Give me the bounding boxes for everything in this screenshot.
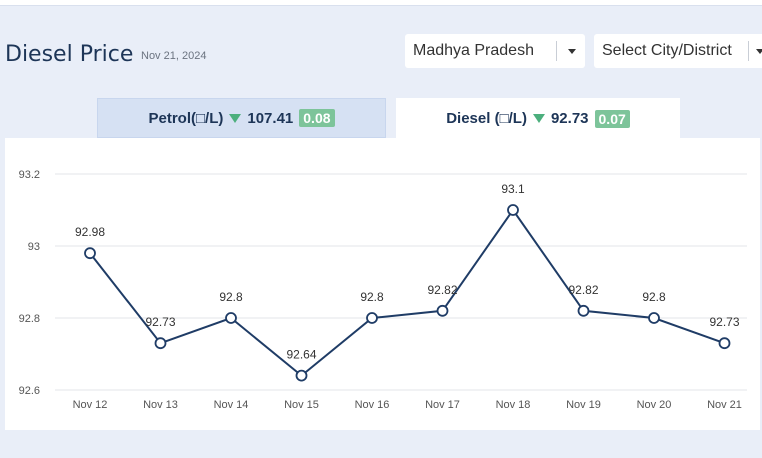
page-title: Diesel Price bbox=[5, 42, 134, 67]
diesel-price-line bbox=[89, 208, 725, 377]
price-down-icon bbox=[532, 114, 545, 123]
price-line-chart: 92.6 92.8 93 93.2 Nov 12 Nov 13 Nov 14 Nov 15 No… bbox=[19, 169, 747, 411]
top-strip bbox=[0, 0, 762, 6]
state-select-value: Madhya Pradesh bbox=[413, 42, 534, 59]
state-select-separator bbox=[556, 41, 557, 61]
page-date: Nov 21, 2024 bbox=[141, 50, 207, 62]
tab-diesel-label: Diesel (□/L) bbox=[446, 110, 527, 127]
city-select[interactable]: Select City/District bbox=[594, 34, 762, 68]
chevron-down-icon[interactable] bbox=[756, 49, 762, 54]
city-select-value: Select City/District bbox=[602, 42, 732, 59]
price-down-icon bbox=[229, 113, 242, 123]
tab-petrol-change: 0.08 bbox=[299, 109, 335, 127]
x-tick-label: Nov 16 bbox=[355, 399, 390, 411]
x-tick-label: Nov 21 bbox=[707, 399, 742, 411]
tab-diesel[interactable]: Diesel (□/L) 92.73 0.07 bbox=[396, 98, 680, 139]
tab-petrol-label: Petrol(□/L) bbox=[148, 109, 224, 127]
state-select[interactable]: Madhya Pradesh bbox=[405, 34, 585, 68]
data-point bbox=[577, 304, 590, 317]
data-label: 92.82 bbox=[427, 283, 457, 297]
data-point bbox=[436, 304, 449, 317]
data-point bbox=[718, 337, 731, 350]
x-tick-label: Nov 19 bbox=[566, 399, 601, 411]
data-point bbox=[84, 247, 96, 260]
data-point bbox=[366, 312, 378, 324]
x-tick-label: Nov 18 bbox=[496, 399, 531, 411]
tab-diesel-price: 92.73 bbox=[550, 110, 589, 127]
data-label: 92.73 bbox=[709, 315, 739, 329]
data-label: 92.8 bbox=[642, 290, 666, 304]
data-label: 92.98 bbox=[75, 225, 105, 239]
x-tick-label: Nov 13 bbox=[143, 399, 178, 411]
x-tick-label: Nov 17 bbox=[425, 399, 460, 411]
x-tick-label: Nov 15 bbox=[284, 399, 319, 411]
data-label: 92.8 bbox=[219, 290, 243, 304]
data-point bbox=[507, 204, 519, 216]
y-tick-label: 93.2 bbox=[19, 169, 40, 181]
data-label: 92.64 bbox=[286, 348, 316, 362]
x-tick-label: Nov 20 bbox=[637, 399, 672, 411]
x-tick-label: Nov 12 bbox=[73, 399, 108, 411]
data-point bbox=[648, 312, 660, 324]
data-point bbox=[154, 337, 167, 350]
data-point bbox=[295, 369, 308, 382]
tab-diesel-change: 0.07 bbox=[594, 109, 630, 128]
city-select-separator bbox=[748, 41, 749, 61]
tab-petrol-price: 107.41 bbox=[247, 109, 294, 127]
data-label: 93.1 bbox=[501, 182, 525, 196]
data-label: 92.82 bbox=[568, 283, 598, 297]
y-tick-label: 92.8 bbox=[19, 313, 40, 325]
data-point bbox=[225, 312, 237, 324]
chevron-down-icon[interactable] bbox=[568, 49, 576, 54]
data-label: 92.8 bbox=[360, 290, 384, 304]
tab-petrol[interactable]: Petrol(□/L) 107.41 0.08 bbox=[97, 98, 386, 138]
y-tick-label: 92.6 bbox=[19, 385, 40, 397]
data-label: 92.73 bbox=[145, 315, 175, 329]
chart-panel: 92.6 92.8 93 93.2 Nov 12 Nov 13 Nov 14 Nov 15 No… bbox=[5, 138, 760, 430]
y-tick-label: 93 bbox=[28, 241, 40, 253]
x-tick-label: Nov 14 bbox=[214, 399, 249, 411]
